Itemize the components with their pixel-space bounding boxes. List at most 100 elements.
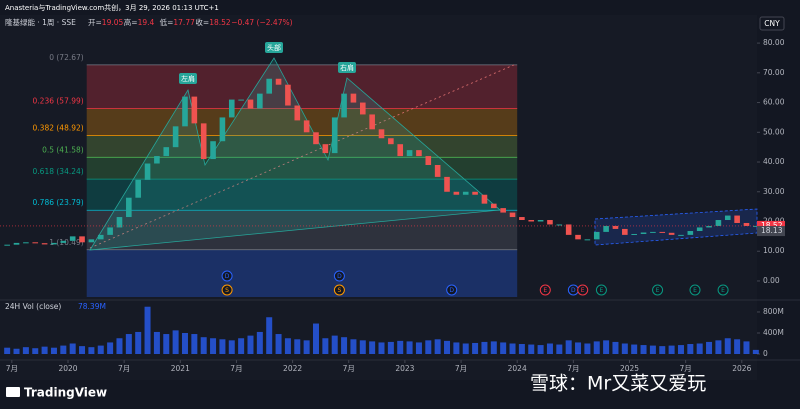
candle: [659, 231, 666, 233]
event-label: D: [225, 273, 230, 280]
volume-bar: [322, 338, 329, 354]
volume-bar: [79, 346, 86, 354]
candle: [462, 191, 469, 195]
candle: [556, 224, 563, 226]
fib-zone: [86, 157, 518, 180]
volume-bar: [434, 339, 441, 354]
ohlc-value: 18.52: [209, 18, 231, 27]
ohlc-value: 17.77: [173, 18, 195, 27]
volume-bar: [228, 340, 235, 354]
volume-bar: [537, 345, 544, 354]
volume-bar: [687, 344, 694, 354]
candle: [60, 240, 67, 243]
volume-bar: [406, 341, 413, 354]
y-tick-label: 30.00: [763, 187, 785, 196]
y-tick-label: 40.00: [763, 157, 785, 166]
currency-box[interactable]: [759, 16, 785, 31]
volume-bar: [284, 338, 291, 354]
event-label: E: [693, 287, 697, 294]
volume-bar: [743, 341, 750, 354]
currency: CNY: [764, 19, 780, 28]
x-tick-label: 7月: [230, 364, 242, 373]
volume-bar: [481, 341, 488, 354]
event-label: D: [449, 287, 454, 294]
volume-bar: [387, 341, 394, 354]
candle: [69, 236, 76, 241]
event-label: S: [225, 287, 229, 294]
volume-bar: [210, 338, 217, 354]
volume-bar: [247, 335, 254, 354]
vol-tick-label: 0: [763, 349, 768, 358]
candle: [285, 84, 291, 106]
event-marker: [221, 284, 233, 296]
event-label: D: [337, 273, 342, 280]
price-axis-bg: [757, 15, 800, 380]
candle: [32, 242, 39, 244]
event-label: E: [581, 287, 585, 294]
volume-bar: [41, 346, 48, 354]
candle: [200, 123, 207, 160]
volume-bar: [369, 341, 376, 354]
candle: [257, 93, 263, 109]
volume-bar: [256, 331, 263, 354]
candle: [612, 225, 619, 229]
x-tick-label: 2024: [508, 364, 527, 373]
volume-bar: [546, 343, 553, 354]
volume-bar: [640, 345, 647, 354]
candle: [341, 93, 347, 118]
candle: [228, 99, 235, 118]
volume-bar: [724, 338, 731, 354]
plot: 左肩头部右肩0.0010.0020.0030.0040.0050.0060.00…: [0, 38, 785, 373]
footer-bar: [0, 380, 800, 409]
candle: [182, 96, 188, 127]
fib-zone: [86, 64, 518, 109]
candle: [472, 191, 478, 195]
volume-bar: [612, 341, 619, 354]
volume-bar: [359, 340, 366, 354]
volume-bar: [341, 337, 348, 354]
volume-bar: [706, 341, 713, 354]
candle: [743, 222, 750, 226]
logo-icon: [6, 387, 20, 397]
candle: [41, 243, 48, 245]
fib-label: 0.618 (34.24): [33, 167, 84, 176]
volume-bar: [294, 339, 301, 354]
volume-bar: [4, 347, 11, 354]
candle: [509, 212, 516, 218]
candle: [88, 239, 95, 243]
volume-bar: [238, 338, 245, 354]
volume-bar: [509, 343, 516, 354]
fib-zone: [86, 249, 518, 297]
candle: [4, 244, 10, 246]
candle: [378, 129, 385, 139]
candle: [397, 144, 404, 157]
x-tick-label: 7月: [455, 364, 467, 373]
candle: [97, 234, 104, 240]
y-tick-label: 70.00: [763, 68, 785, 77]
candle: [51, 242, 57, 245]
candle: [668, 232, 675, 235]
x-tick-label: 7月: [6, 364, 18, 373]
last-price: 18.52: [761, 221, 783, 230]
volume-bar: [107, 342, 114, 354]
volume-bar: [116, 338, 123, 354]
candle: [706, 225, 712, 228]
volume-bar: [397, 340, 404, 354]
volume-bar: [219, 339, 226, 354]
candle: [416, 150, 422, 157]
volume-bar: [472, 342, 479, 354]
volume-bar: [677, 345, 684, 354]
event-label: D: [571, 287, 576, 294]
fib-label: 1 (10.49): [49, 238, 84, 247]
candle: [593, 231, 600, 240]
candle: [331, 117, 338, 154]
head-shoulders: [89, 57, 501, 251]
candle: [491, 203, 497, 209]
y-tick-label: 80.00: [763, 38, 785, 47]
fib-label: 0.5 (41.58): [42, 145, 84, 154]
marker-price-box: [757, 226, 785, 237]
volume-bar: [490, 341, 497, 354]
volume-bar: [125, 334, 132, 354]
event-marker: [333, 284, 345, 296]
